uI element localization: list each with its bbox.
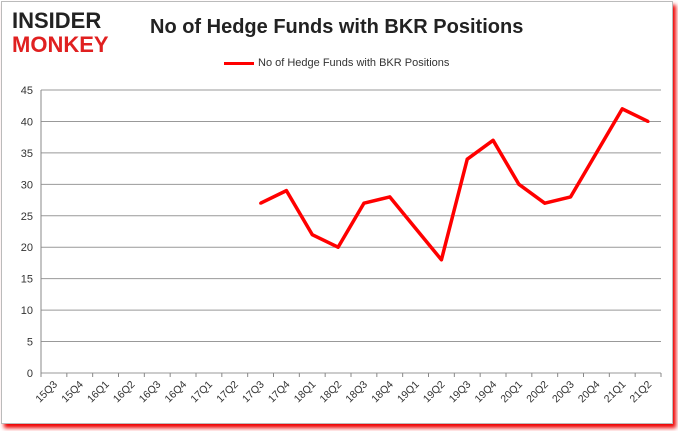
x-tick-label: 17Q3 <box>240 379 267 406</box>
legend-swatch <box>224 61 254 65</box>
x-tick-label: 17Q2 <box>214 379 241 406</box>
legend-label: No of Hedge Funds with BKR Positions <box>258 57 450 69</box>
data-point <box>439 258 443 262</box>
x-tick-label: 19Q3 <box>447 379 474 406</box>
x-tick-label: 16Q3 <box>137 379 164 406</box>
data-point <box>491 138 495 142</box>
data-point <box>517 182 521 186</box>
y-tick-label: 25 <box>21 211 33 223</box>
x-tick-label: 18Q1 <box>292 379 319 406</box>
data-point <box>543 201 547 205</box>
y-tick-label: 15 <box>21 274 33 286</box>
x-tick-label: 20Q2 <box>524 379 551 406</box>
y-tick-label: 10 <box>21 305 33 317</box>
insider-monkey-logo: INSIDER MONKEY <box>12 8 109 56</box>
svg-text:MONKEY: MONKEY <box>12 32 109 56</box>
svg-text:INSIDER: INSIDER <box>12 8 101 33</box>
data-point <box>594 151 598 155</box>
data-point <box>646 119 650 123</box>
x-tick-label: 21Q1 <box>602 379 629 406</box>
x-tick-label: 16Q4 <box>163 379 190 406</box>
data-point <box>388 195 392 199</box>
x-tick-label: 20Q3 <box>550 379 577 406</box>
x-tick-label: 19Q1 <box>395 379 422 406</box>
data-point <box>310 233 314 237</box>
data-point <box>465 157 469 161</box>
data-point <box>362 201 366 205</box>
y-tick-label: 20 <box>21 242 33 254</box>
x-tick-label: 21Q2 <box>628 379 655 406</box>
plot-area: 0 5 10 15 20 25 30 35 40 45 15Q3 15Q4 16Q1 16Q2 16Q3 16… <box>21 85 662 406</box>
x-tick-label: 18Q4 <box>369 379 396 406</box>
chart-title: No of Hedge Funds with BKR Positions <box>150 16 524 38</box>
data-point <box>259 201 263 205</box>
x-tick-label: 20Q1 <box>498 379 525 406</box>
y-tick-label: 45 <box>21 85 33 97</box>
x-tick-label: 15Q4 <box>59 379 86 406</box>
x-tick-label: 20Q4 <box>576 379 603 406</box>
chart-frame: INSIDER MONKEY No of Hedge Funds with BK… <box>1 1 673 424</box>
data-point <box>336 245 340 249</box>
y-tick-label: 35 <box>21 148 33 160</box>
x-tick-label: 19Q2 <box>421 379 448 406</box>
data-point <box>414 226 418 230</box>
x-tick-label: 16Q1 <box>85 379 112 406</box>
y-tick-label: 30 <box>21 179 33 191</box>
series-line <box>259 107 649 262</box>
x-tick-label: 18Q2 <box>318 379 345 406</box>
data-point <box>620 107 624 111</box>
x-tick-label: 17Q1 <box>188 379 215 406</box>
x-tick-label: 18Q3 <box>343 379 370 406</box>
x-tick-label: 15Q3 <box>33 379 60 406</box>
x-tick-label: 17Q4 <box>266 379 293 406</box>
y-tick-label: 0 <box>27 368 33 380</box>
x-tick-label: 19Q4 <box>473 379 500 406</box>
y-tick-label: 5 <box>27 337 33 349</box>
legend: No of Hedge Funds with BKR Positions <box>224 57 449 69</box>
data-point <box>284 189 288 193</box>
y-tick-label: 40 <box>21 116 33 128</box>
x-tick-label: 16Q2 <box>111 379 138 406</box>
data-point <box>569 195 573 199</box>
